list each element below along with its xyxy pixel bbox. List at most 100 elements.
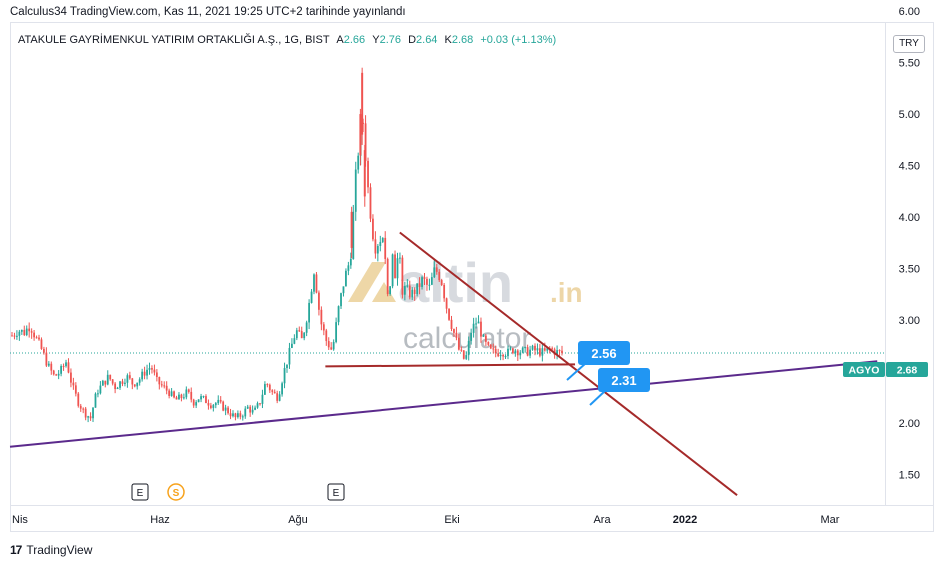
currency-button[interactable]: TRY <box>893 35 925 53</box>
candle-body <box>342 286 345 294</box>
candle-body <box>359 114 362 156</box>
candle-body <box>136 382 139 387</box>
y-tick-label: 4.00 <box>899 212 920 224</box>
candle-body <box>109 374 112 380</box>
candles <box>11 67 563 423</box>
candle-body <box>497 353 500 357</box>
candle-body <box>74 385 77 394</box>
candle-body <box>151 368 153 370</box>
candle-body <box>18 331 21 336</box>
candle-body <box>23 329 26 336</box>
candle-body <box>11 335 13 337</box>
x-tick-labels: Nis Haz Ağu Eki Ara 2022 Mar <box>12 514 840 526</box>
candle-body <box>67 362 70 373</box>
candle-body <box>363 150 366 197</box>
candle-body <box>227 407 229 414</box>
candle-body <box>337 306 340 323</box>
candle-body <box>445 298 448 309</box>
legend-close: 2.68 <box>451 34 474 46</box>
candle-body <box>494 348 497 354</box>
candle-body <box>121 381 124 384</box>
candle-body <box>467 340 470 356</box>
candle-body <box>264 384 266 395</box>
candle-body <box>131 378 134 385</box>
candle-body <box>60 366 63 374</box>
candle-body <box>180 394 183 399</box>
legend-open-label: A <box>336 34 344 46</box>
candle-body <box>256 403 259 408</box>
candle-body <box>541 348 544 356</box>
candle-body <box>197 399 200 403</box>
candle-body <box>374 239 377 254</box>
candle-body <box>114 383 117 390</box>
candle-body <box>372 218 374 240</box>
candle-body <box>330 347 333 350</box>
candle-body <box>232 413 234 417</box>
candle-body <box>291 343 293 348</box>
legend-close-label: K <box>444 34 452 46</box>
candle-body <box>440 280 443 285</box>
candle-body <box>133 384 136 387</box>
candle-body <box>347 265 350 271</box>
candle-body <box>261 394 264 404</box>
candle-body <box>428 284 431 286</box>
time-axis[interactable] <box>10 506 934 532</box>
price-axis[interactable] <box>886 22 934 506</box>
candle-body <box>381 237 384 242</box>
candle-body <box>178 394 180 400</box>
trendline-support-horizontal <box>325 363 576 368</box>
candle-body <box>455 332 458 338</box>
y-tick-label: 6.00 <box>899 6 920 18</box>
candle-body <box>40 339 43 349</box>
candle-body <box>310 291 313 303</box>
x-tick-label: Eki <box>444 514 459 526</box>
candle-body <box>146 369 148 376</box>
candle-body <box>209 405 212 408</box>
candle-body <box>234 413 237 418</box>
candle-body <box>546 348 549 351</box>
candle-body <box>119 381 121 388</box>
candle-body <box>212 405 215 408</box>
annotation-label: 2.31 <box>611 373 636 388</box>
candle-body <box>335 322 338 342</box>
candle-body <box>168 390 171 396</box>
tradingview-logo-icon: 17 <box>10 543 22 557</box>
candle-body <box>155 372 158 377</box>
candle-body <box>457 337 460 350</box>
candle-body <box>521 347 524 353</box>
candle-body <box>239 413 242 417</box>
candle-body <box>418 283 421 287</box>
y-tick-label: 5.00 <box>899 109 920 121</box>
candle-body <box>394 254 396 279</box>
candle-body <box>426 278 428 285</box>
candle-body <box>480 321 482 337</box>
candle-body <box>219 399 222 402</box>
candle-body <box>241 416 244 418</box>
watermark-brand: altin <box>398 251 513 314</box>
candle-body <box>354 169 357 212</box>
candle-body <box>126 375 129 383</box>
x-tick-label: Ağu <box>288 514 308 526</box>
candle-body <box>386 258 389 295</box>
chart-pane[interactable] <box>10 22 886 506</box>
candle-body <box>170 391 173 396</box>
earnings-marker-icon <box>131 483 149 501</box>
candle-body <box>536 348 539 351</box>
candle-body <box>70 372 72 383</box>
annotation-pointer <box>566 362 587 381</box>
candle-body <box>470 332 473 341</box>
candle-body <box>276 393 279 401</box>
candle-body <box>408 285 411 298</box>
candle-body <box>30 331 33 333</box>
candle-body <box>92 407 94 419</box>
published-caption: Calculus34 TradingView.com, Kas 11, 2021… <box>10 6 406 18</box>
y-tick-label: 3.00 <box>899 315 920 327</box>
candle-body <box>236 413 239 418</box>
trendlines <box>9 231 878 496</box>
candle-body <box>367 160 369 188</box>
footer-brand: 17 TradingView <box>10 543 92 557</box>
candle-body <box>55 374 58 376</box>
candle-body <box>283 368 286 384</box>
candle-body <box>38 337 40 340</box>
candle-body <box>327 341 330 348</box>
